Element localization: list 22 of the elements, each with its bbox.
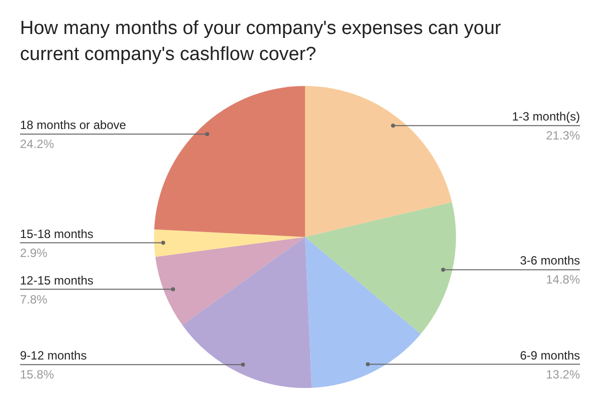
pie-slice [154, 229, 305, 257]
slice-label: 18 months or above [20, 118, 126, 132]
slice-label: 6-9 months [520, 348, 580, 362]
pie-slice [155, 237, 305, 325]
data-label: 2.9% [20, 246, 48, 260]
slice-label: 1-3 month(s) [512, 110, 580, 124]
slice-label: 3-6 months [520, 254, 580, 268]
slice-label: 15-18 months [20, 226, 94, 241]
pie-slice [182, 237, 312, 388]
pie-slice [305, 237, 421, 388]
data-label: 14.8% [546, 272, 580, 287]
pie-slice [154, 86, 305, 237]
slice-label: 9-12 months [20, 348, 87, 363]
slice-label: 12-15 months [20, 273, 94, 288]
data-label: 15.8% [20, 368, 54, 382]
data-label: 7.8% [20, 292, 48, 306]
data-label: 24.2% [20, 137, 54, 152]
chart-title: How many months of your company's expenses can your current company's cashflow cover? [20, 17, 502, 67]
pie-slice [305, 86, 452, 237]
data-label: 21.3% [546, 128, 580, 143]
data-label: 13.2% [546, 367, 580, 382]
pie-slice [305, 202, 456, 334]
